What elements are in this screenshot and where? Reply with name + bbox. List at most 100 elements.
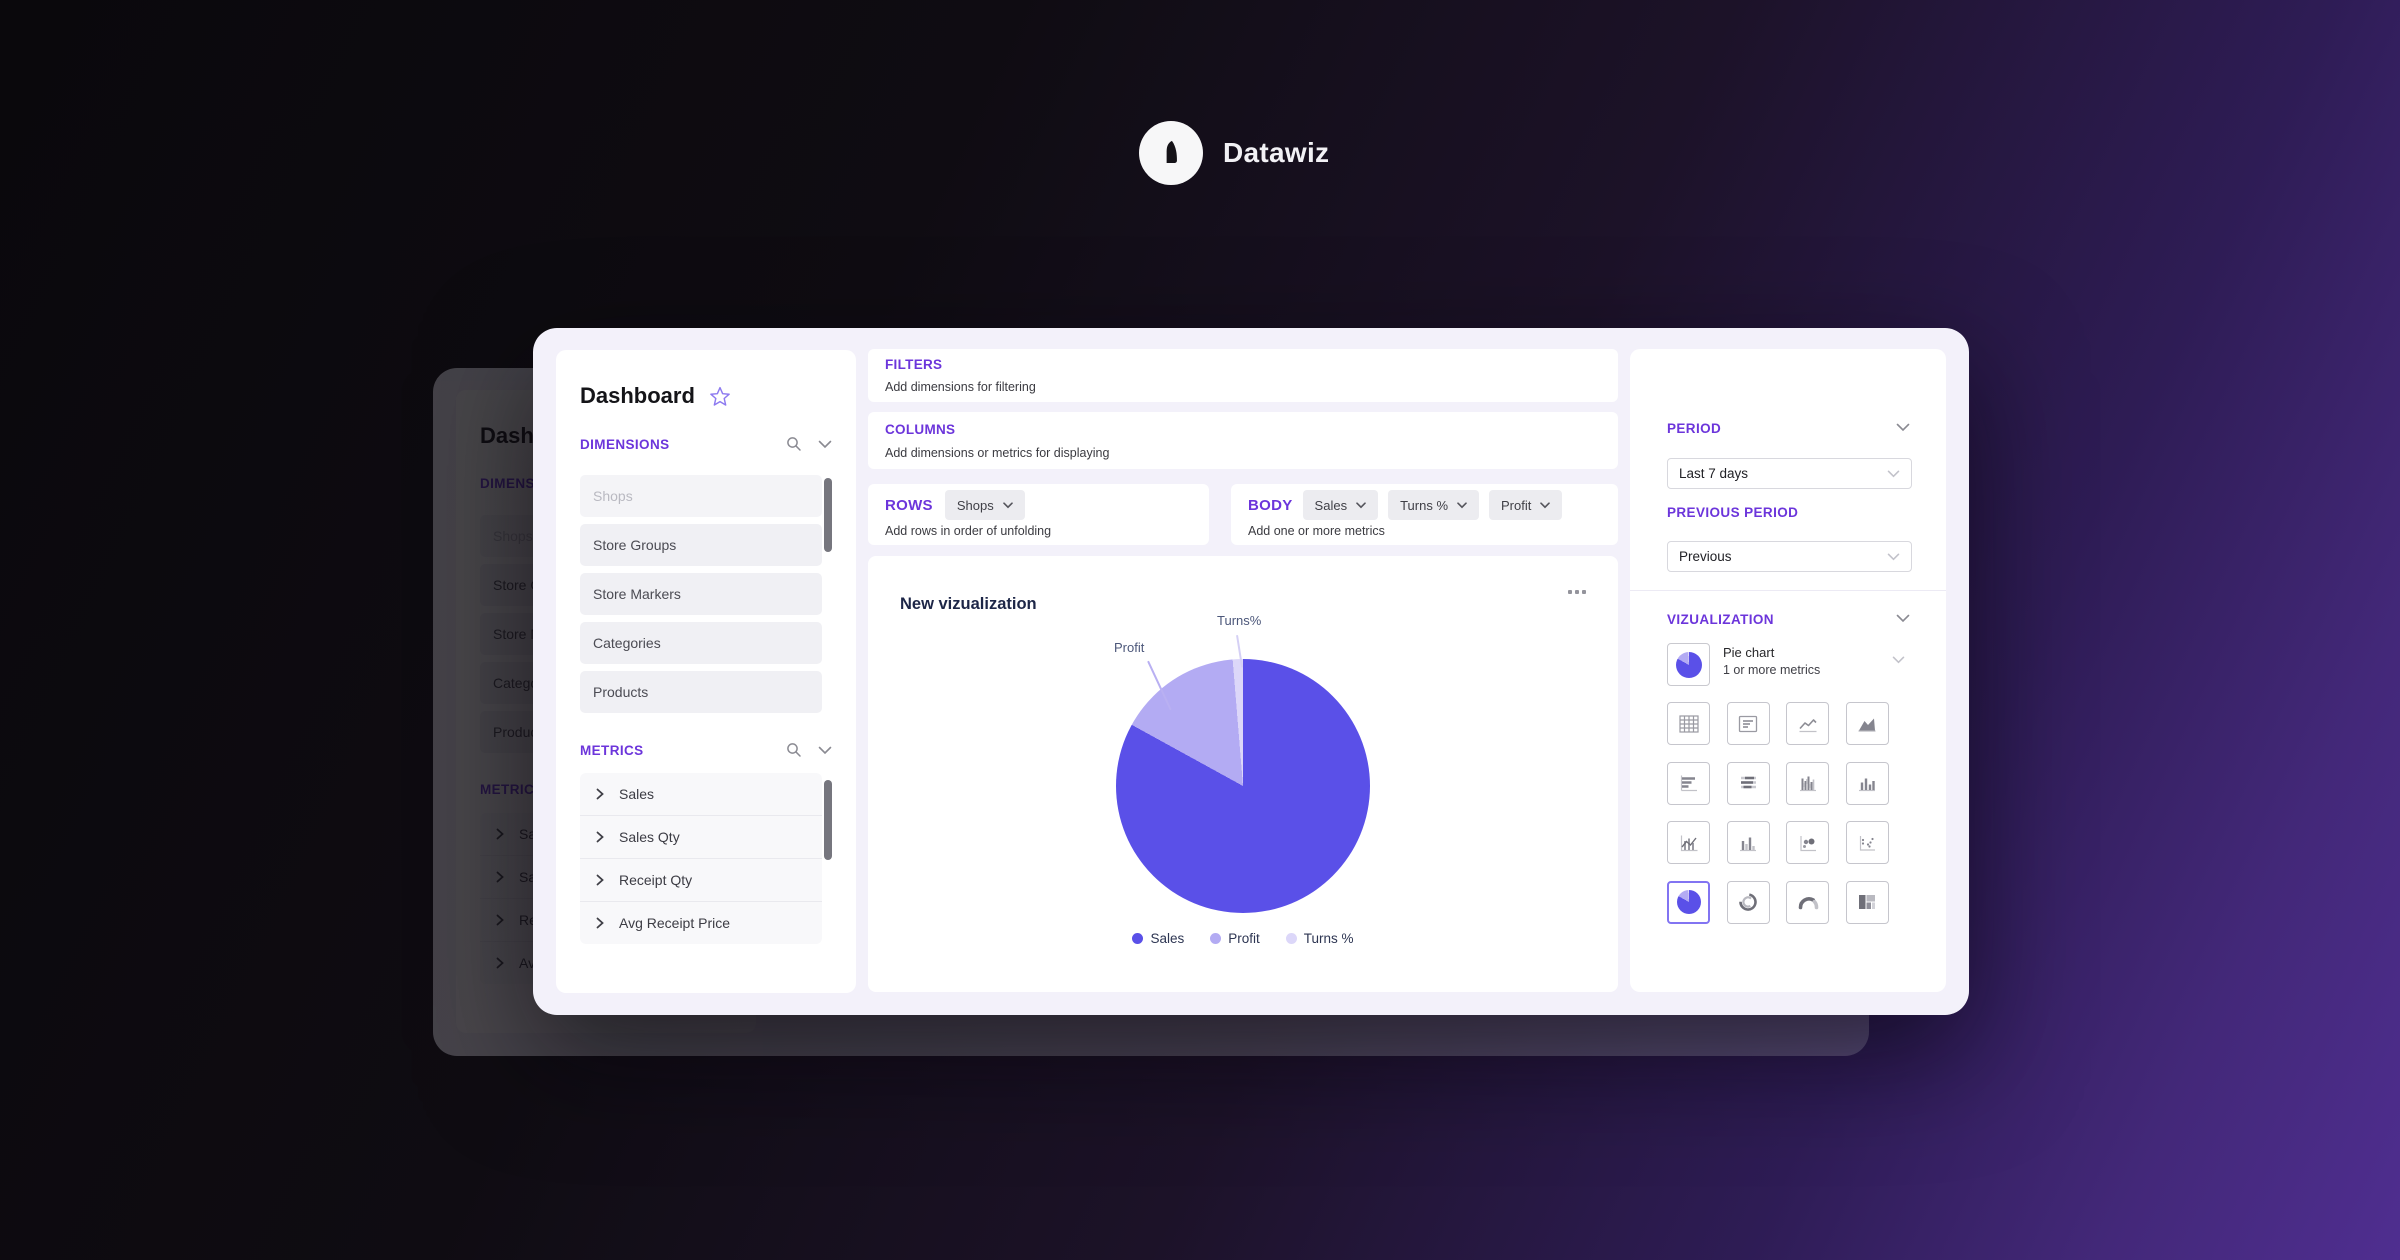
metric-item[interactable]: Avg Receipt Price	[580, 902, 822, 944]
chart-legend: Sales Profit Turns %	[868, 931, 1618, 946]
dimension-item[interactable]: Shops	[580, 475, 822, 517]
metrics-scrollbar[interactable]	[824, 780, 832, 860]
viz-option-scatter-icon[interactable]	[1845, 821, 1889, 864]
chevron-down-icon	[1457, 501, 1467, 508]
body-dropzone[interactable]: BODY Sales Turns % Profit Add one or mor…	[1231, 484, 1618, 545]
columns-hint: Add dimensions or metrics for displaying	[885, 446, 1110, 460]
period-label: PERIOD	[1667, 421, 1722, 436]
body-chip[interactable]: Turns %	[1388, 490, 1479, 520]
chevron-down-icon	[1887, 553, 1900, 560]
pie-chart-icon	[1675, 651, 1702, 678]
pie-chart	[1116, 659, 1370, 913]
brand-header: Datawiz	[1139, 121, 1329, 185]
legend-dot	[1132, 933, 1144, 944]
body-hint: Add one or more metrics	[1248, 524, 1385, 538]
previous-period-select[interactable]: Previous	[1667, 541, 1912, 572]
chevron-down-icon[interactable]	[1896, 423, 1910, 432]
dimension-item[interactable]: Store Groups	[580, 524, 822, 566]
metrics-label: METRICS	[580, 742, 644, 758]
rows-hint: Add rows in order of unfolding	[885, 524, 1052, 538]
more-icon[interactable]	[1568, 590, 1586, 594]
viz-option-combo-icon[interactable]	[1667, 821, 1710, 864]
chevron-down-icon	[1540, 501, 1551, 508]
viz-option-dense-column-icon[interactable]	[1786, 761, 1829, 805]
chevron-right-icon	[596, 874, 604, 886]
body-chip[interactable]: Profit	[1489, 490, 1563, 520]
viz-option-horizontal-bar-icon[interactable]	[1667, 761, 1710, 805]
chevron-down-icon	[1356, 501, 1366, 508]
metric-item[interactable]: Receipt Qty	[580, 859, 822, 902]
chart-title: New vizualization	[900, 595, 1037, 613]
legend-label: Turns %	[1303, 931, 1354, 946]
dimensions-label: DIMENSIONS	[580, 436, 670, 452]
previous-period-value: Previous	[1679, 549, 1732, 564]
dimensions-list: Shops Store Groups Store Markers Categor…	[580, 475, 822, 720]
chevron-down-icon[interactable]	[1892, 656, 1905, 664]
viz-option-pie-icon[interactable]	[1667, 880, 1710, 924]
dimension-item[interactable]: Products	[580, 671, 822, 713]
search-icon[interactable]	[786, 742, 802, 758]
period-select[interactable]: Last 7 days	[1667, 458, 1912, 489]
rows-label: ROWS	[885, 496, 933, 514]
metric-item[interactable]: Sales Qty	[580, 816, 822, 859]
chevron-right-icon	[596, 831, 604, 843]
divider	[1630, 590, 1946, 591]
star-icon[interactable]	[709, 386, 731, 407]
previous-period-label: PREVIOUS PERIOD	[1667, 505, 1799, 520]
selected-viz-tile[interactable]	[1667, 643, 1710, 686]
legend-item[interactable]: Sales	[1132, 931, 1184, 946]
viz-option-bubble-icon[interactable]	[1786, 821, 1829, 864]
settings-panel: PERIOD Last 7 days PREVIOUS PERIOD Previ…	[1630, 349, 1946, 992]
pie-callout-profit: Profit	[1114, 640, 1145, 655]
legend-dot	[1210, 933, 1222, 944]
datawiz-logo-icon	[1139, 121, 1203, 185]
viz-option-column-2-icon[interactable]	[1726, 821, 1770, 864]
rows-dropzone[interactable]: ROWS Shops Add rows in order of unfoldin…	[868, 484, 1209, 545]
selected-viz-name: Pie chart	[1723, 645, 1775, 660]
rows-chip[interactable]: Shops	[944, 490, 1025, 520]
chevron-right-icon	[596, 788, 604, 800]
legend-item[interactable]: Profit	[1210, 931, 1260, 946]
viz-option-ordered-bar-icon[interactable]	[1726, 761, 1770, 805]
viz-option-area-icon[interactable]	[1845, 702, 1889, 745]
viz-option-donut-icon[interactable]	[1726, 880, 1770, 924]
chevron-down-icon[interactable]	[1896, 614, 1910, 623]
vizualization-label: VIZUALIZATION	[1667, 612, 1774, 627]
metrics-list: Sales Sales Qty Receipt Qty Avg Receipt …	[580, 773, 822, 944]
metric-item-label: Sales	[619, 786, 655, 802]
dimensions-scrollbar[interactable]	[824, 478, 832, 552]
viz-option-line-icon[interactable]	[1786, 702, 1829, 745]
legend-label: Sales	[1150, 931, 1185, 946]
selected-viz-hint: 1 or more metrics	[1723, 663, 1821, 677]
viz-option-gauge-icon[interactable]	[1786, 880, 1829, 924]
dimension-item[interactable]: Store Markers	[580, 573, 822, 615]
viz-option-text-icon[interactable]	[1726, 702, 1770, 745]
body-chip-label: Turns %	[1400, 497, 1448, 513]
rows-chip-label: Shops	[956, 497, 994, 513]
viz-option-table-icon[interactable]	[1667, 702, 1710, 745]
metric-item-label: Sales Qty	[619, 829, 680, 845]
filters-hint: Add dimensions for filtering	[885, 380, 1036, 394]
columns-dropzone[interactable]: COLUMNS Add dimensions or metrics for di…	[868, 412, 1618, 469]
viz-option-treemap-icon[interactable]	[1845, 880, 1889, 924]
brand-name: Datawiz	[1223, 137, 1330, 168]
legend-dot	[1285, 933, 1297, 944]
viz-type-grid	[1667, 702, 1889, 924]
search-icon[interactable]	[786, 436, 802, 452]
legend-item[interactable]: Turns %	[1285, 931, 1354, 946]
body-chip[interactable]: Sales	[1302, 490, 1379, 520]
filters-dropzone[interactable]: FILTERS Add dimensions for filtering	[868, 349, 1618, 402]
chevron-down-icon[interactable]	[818, 440, 832, 449]
body-label: BODY	[1248, 496, 1293, 514]
metric-item-label: Avg Receipt Price	[619, 915, 731, 931]
sidebar: Dashboard DIMENSIONS Shops Store Groups …	[556, 350, 856, 993]
body-chip-label: Sales	[1314, 497, 1348, 513]
metric-item[interactable]: Sales	[580, 773, 822, 816]
chart-card: New vizualization Profit Turns% Sales Pr…	[868, 556, 1618, 992]
metric-item-label: Receipt Qty	[619, 872, 693, 888]
viz-option-column-icon[interactable]	[1845, 761, 1889, 805]
body-chip-label: Profit	[1501, 497, 1532, 513]
dimension-item[interactable]: Categories	[580, 622, 822, 664]
columns-label: COLUMNS	[885, 422, 956, 437]
chevron-down-icon[interactable]	[818, 746, 832, 755]
